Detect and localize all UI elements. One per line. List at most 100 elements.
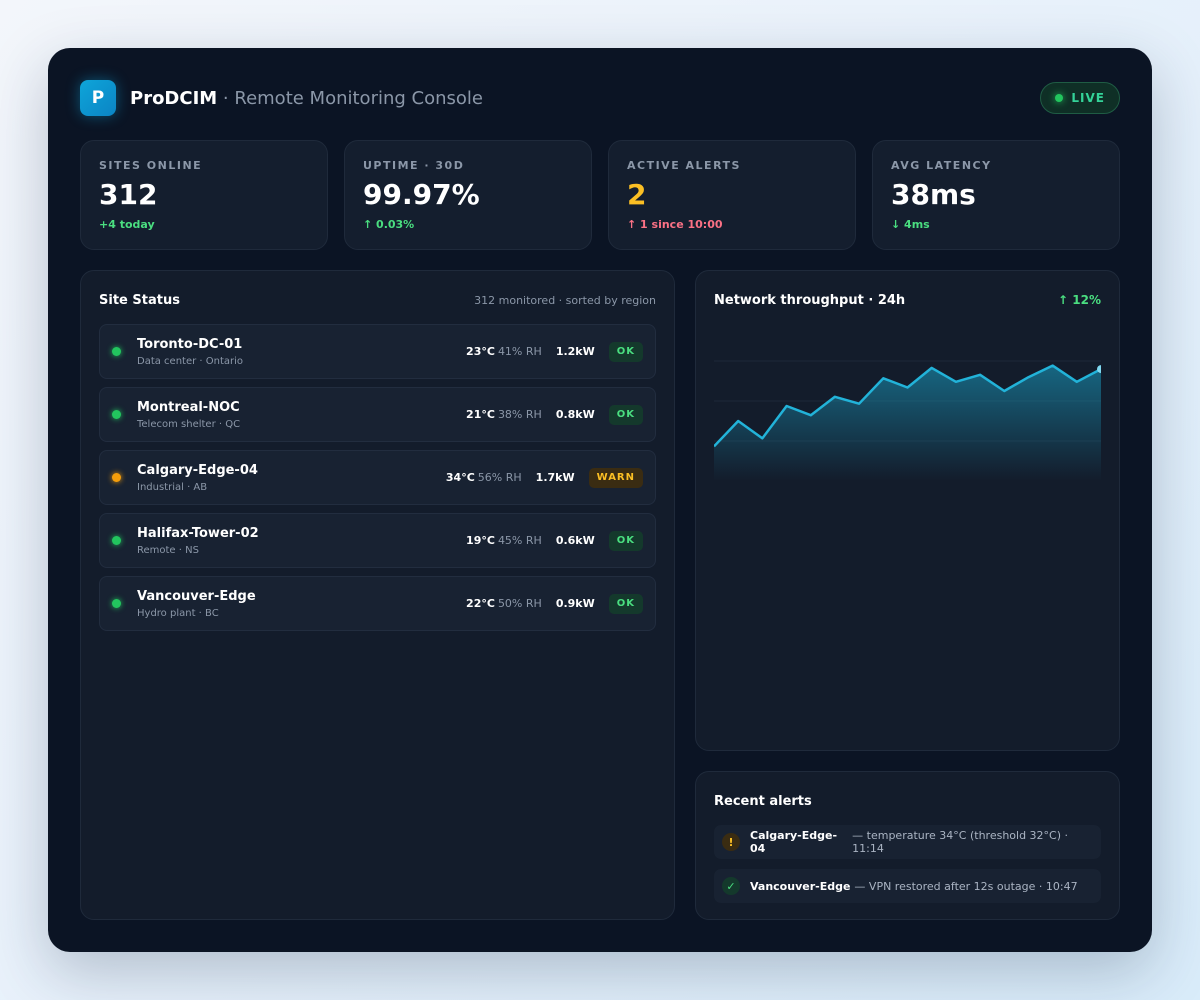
site-humidity: 41% RH (497, 345, 542, 358)
kpi-uptime[interactable]: UPTIME · 30D 99.97% ↑ 0.03% (344, 140, 592, 250)
throughput-panel: Network throughput · 24h ↑ 12% (695, 270, 1120, 751)
live-badge[interactable]: LIVE (1040, 82, 1120, 114)
header: P ProDCIM · Remote Monitoring Console LI… (80, 80, 1120, 116)
site-temperature: 19°C (466, 534, 495, 547)
site-row[interactable]: Montreal-NOC Telecom shelter · QC 21°C 38% … (99, 387, 656, 442)
site-temperature: 23°C (466, 345, 495, 358)
throughput-chart (713, 331, 1105, 481)
status-badge: WARN (588, 467, 643, 488)
site-info: Vancouver-Edge Hydro plant · BC (137, 589, 466, 619)
warning-icon: ! (722, 833, 740, 851)
site-humidity: 56% RH (477, 471, 522, 484)
kpi-avg-latency[interactable]: AVG LATENCY 38ms ↓ 4ms (872, 140, 1120, 250)
site-row[interactable]: Calgary-Edge-04 Industrial · AB 34°C 56% RH… (99, 450, 656, 505)
console-window: P ProDCIM · Remote Monitoring Console LI… (48, 48, 1152, 952)
panel-header: Network throughput · 24h ↑ 12% (714, 291, 1101, 309)
site-name: Vancouver-Edge (137, 588, 256, 604)
alert-list: ! Calgary-Edge-04 — temperature 34°C (thre… (714, 825, 1101, 903)
live-label: LIVE (1071, 91, 1105, 105)
site-info: Montreal-NOC Telecom shelter · QC (137, 400, 466, 430)
panel-title: Network throughput · 24h (714, 292, 906, 308)
status-dot-icon (112, 347, 121, 356)
site-name: Toronto-DC-01 (137, 336, 243, 352)
kpi-value: 99.97% (363, 178, 480, 211)
throughput-line (713, 364, 1102, 448)
status-dot-icon (112, 410, 121, 419)
kpi-delta: ↓ 4ms (891, 218, 930, 231)
status-badge: OK (608, 593, 643, 614)
site-info: Halifax-Tower-02 Remote · NS (137, 526, 466, 556)
site-power: 1.2kW (555, 345, 595, 358)
panel-title: Site Status (99, 292, 180, 308)
site-status-panel: Site Status 312 monitored · sorted by re… (80, 270, 675, 920)
kpi-delta: +4 today (99, 218, 155, 231)
brand: P ProDCIM · Remote Monitoring Console (80, 80, 483, 116)
site-temperature: 22°C (466, 597, 495, 610)
site-metrics: 21°C 38% RH 0.8kW OK (466, 404, 643, 425)
panel-meta: 312 monitored · sorted by region (474, 293, 656, 307)
live-dot-icon (1055, 94, 1064, 102)
site-type: Remote · NS (137, 544, 199, 556)
site-temperature: 21°C (466, 408, 495, 421)
alert-site: Vancouver-Edge (750, 879, 851, 893)
site-row[interactable]: Vancouver-Edge Hydro plant · BC 22°C 50% RH… (99, 576, 656, 631)
site-humidity: 38% RH (497, 408, 542, 421)
site-humidity: 45% RH (497, 534, 542, 547)
site-info: Calgary-Edge-04 Industrial · AB (137, 463, 446, 493)
trend-indicator: ↑ 12% (1058, 293, 1101, 307)
site-name: Calgary-Edge-04 (137, 462, 258, 478)
site-metrics: 22°C 50% RH 0.9kW OK (466, 593, 643, 614)
site-row[interactable]: Toronto-DC-01 Data center · Ontario 23°C 41… (99, 324, 656, 379)
kpi-label: ACTIVE ALERTS (627, 159, 741, 172)
kpi-value: 38ms (891, 178, 976, 211)
site-row[interactable]: Halifax-Tower-02 Remote · NS 19°C 45% RH 0.6… (99, 513, 656, 568)
status-dot-icon (112, 599, 121, 608)
check-icon: ✓ (722, 877, 740, 895)
site-power: 0.9kW (555, 597, 595, 610)
site-type: Industrial · AB (137, 481, 208, 493)
site-power: 1.7kW (535, 471, 575, 484)
site-type: Telecom shelter · QC (137, 418, 241, 430)
kpi-value: 312 (99, 178, 158, 211)
panel-header: Site Status 312 monitored · sorted by re… (99, 291, 656, 309)
alert-site: Calgary-Edge-04 (750, 829, 838, 855)
kpi-value: 2 (627, 178, 647, 211)
recent-alerts-panel: Recent alerts ! Calgary-Edge-04 — temperat… (695, 771, 1120, 920)
site-temperature: 34°C (445, 471, 475, 484)
status-dot-icon (112, 473, 121, 482)
app-subtitle: · Remote Monitoring Console (217, 87, 483, 109)
alert-item[interactable]: ✓ Vancouver-Edge — VPN restored after 12s … (714, 869, 1101, 903)
site-power: 0.6kW (555, 534, 595, 547)
app-name: ProDCIM (130, 87, 218, 109)
site-humidity: 50% RH (497, 597, 542, 610)
alert-text: — VPN restored after 12s outage · 10:47 (854, 879, 1078, 893)
status-dot-icon (112, 536, 121, 545)
kpi-label: AVG LATENCY (891, 159, 992, 172)
kpi-delta: ↑ 0.03% (363, 218, 415, 231)
kpi-delta: ↑ 1 since 10:00 (627, 218, 723, 231)
site-metrics: 19°C 45% RH 0.6kW OK (466, 530, 643, 551)
site-power: 0.8kW (555, 408, 595, 421)
throughput-area (714, 365, 1101, 481)
kpi-active-alerts[interactable]: ACTIVE ALERTS 2 ↑ 1 since 10:00 (608, 140, 856, 250)
kpi-label: UPTIME · 30D (363, 159, 465, 172)
kpi-sites-online[interactable]: SITES ONLINE 312 +4 today (80, 140, 328, 250)
site-metrics: 34°C 56% RH 1.7kW WARN (445, 467, 643, 488)
site-type: Data center · Ontario (137, 355, 244, 367)
logo-icon: P (80, 80, 116, 116)
panel-header: Recent alerts (714, 792, 1101, 810)
status-badge: OK (608, 530, 643, 551)
alert-item[interactable]: ! Calgary-Edge-04 — temperature 34°C (thre… (714, 825, 1101, 859)
site-list: Toronto-DC-01 Data center · Ontario 23°C 41… (99, 324, 656, 631)
site-name: Halifax-Tower-02 (137, 525, 259, 541)
kpi-label: SITES ONLINE (99, 159, 203, 172)
site-metrics: 23°C 41% RH 1.2kW OK (466, 341, 643, 362)
site-name: Montreal-NOC (137, 399, 240, 415)
panel-title: Recent alerts (714, 793, 812, 809)
status-badge: OK (608, 404, 643, 425)
app-title: ProDCIM · Remote Monitoring Console (130, 88, 483, 109)
site-info: Toronto-DC-01 Data center · Ontario (137, 337, 466, 367)
throughput-chart-svg (713, 360, 1105, 481)
site-type: Hydro plant · BC (137, 607, 219, 619)
alert-text: — temperature 34°C (threshold 32°C) · 11… (852, 829, 1069, 855)
